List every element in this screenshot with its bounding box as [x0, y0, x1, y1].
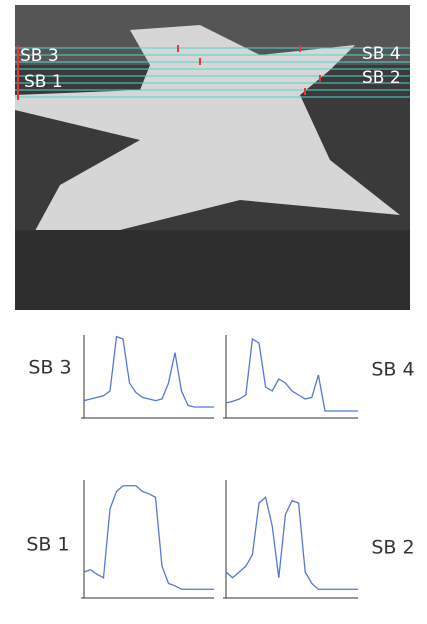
scan-bands	[15, 47, 410, 98]
profile-line	[225, 496, 358, 590]
plot-label: SB 4	[371, 359, 414, 381]
photo-label: SB 4	[362, 44, 401, 64]
profile-line	[83, 335, 214, 408]
profile-line	[225, 337, 358, 412]
edge-marks	[17, 45, 321, 100]
profile-line	[83, 485, 214, 590]
photo-label: SB 2	[362, 68, 401, 88]
plot-label: SB 1	[26, 534, 69, 556]
car-hood	[15, 230, 410, 310]
plot-label: SB 2	[371, 537, 414, 559]
road-surface	[15, 25, 400, 240]
photo: SB 3 SB 1 SB 4 SB 2	[15, 5, 410, 310]
photo-label: SB 3	[20, 46, 59, 66]
photo-label: SB 1	[24, 72, 63, 92]
plot-label: SB 3	[28, 357, 71, 379]
